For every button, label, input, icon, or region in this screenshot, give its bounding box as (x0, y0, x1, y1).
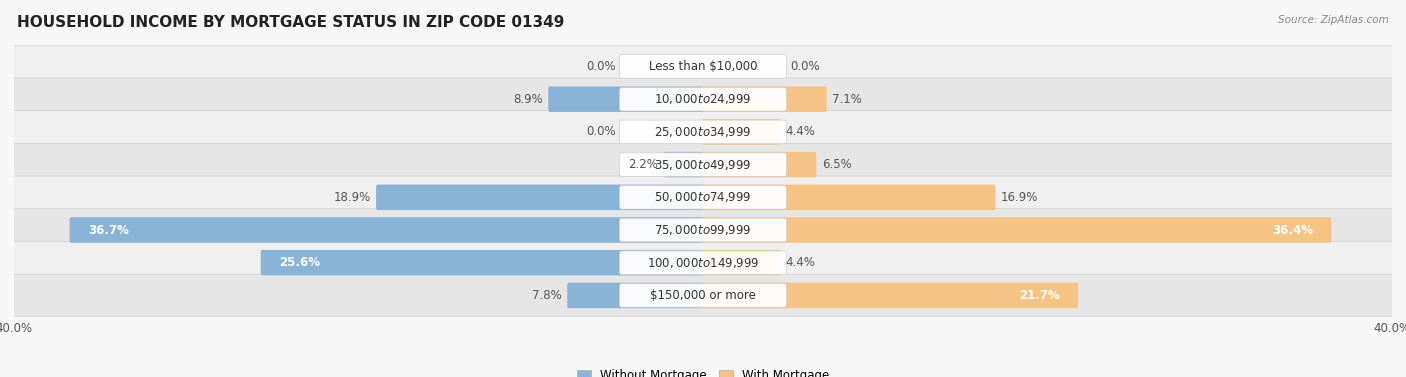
FancyBboxPatch shape (375, 185, 704, 210)
FancyBboxPatch shape (11, 209, 1395, 251)
FancyBboxPatch shape (567, 283, 704, 308)
Text: 2.2%: 2.2% (628, 158, 658, 171)
FancyBboxPatch shape (620, 55, 786, 78)
Legend: Without Mortgage, With Mortgage: Without Mortgage, With Mortgage (572, 364, 834, 377)
Text: 7.1%: 7.1% (832, 93, 862, 106)
FancyBboxPatch shape (702, 217, 1331, 243)
FancyBboxPatch shape (620, 87, 786, 111)
FancyBboxPatch shape (11, 176, 1395, 219)
Text: 0.0%: 0.0% (790, 60, 820, 73)
FancyBboxPatch shape (702, 283, 1078, 308)
FancyBboxPatch shape (11, 78, 1395, 121)
Text: 18.9%: 18.9% (333, 191, 371, 204)
FancyBboxPatch shape (11, 274, 1395, 317)
Text: 25.6%: 25.6% (280, 256, 321, 269)
Text: 0.0%: 0.0% (586, 60, 616, 73)
FancyBboxPatch shape (620, 185, 786, 209)
Text: $100,000 to $149,999: $100,000 to $149,999 (647, 256, 759, 270)
FancyBboxPatch shape (664, 152, 704, 177)
FancyBboxPatch shape (702, 119, 780, 145)
FancyBboxPatch shape (702, 185, 995, 210)
FancyBboxPatch shape (620, 284, 786, 307)
Text: 36.7%: 36.7% (89, 224, 129, 236)
FancyBboxPatch shape (11, 110, 1395, 153)
Text: 16.9%: 16.9% (1001, 191, 1039, 204)
Text: $10,000 to $24,999: $10,000 to $24,999 (654, 92, 752, 106)
FancyBboxPatch shape (260, 250, 704, 276)
Text: 4.4%: 4.4% (786, 126, 815, 138)
FancyBboxPatch shape (702, 86, 827, 112)
FancyBboxPatch shape (620, 218, 786, 242)
FancyBboxPatch shape (620, 120, 786, 144)
Text: 8.9%: 8.9% (513, 93, 543, 106)
Text: 36.4%: 36.4% (1271, 224, 1313, 236)
FancyBboxPatch shape (702, 152, 817, 177)
Text: $50,000 to $74,999: $50,000 to $74,999 (654, 190, 752, 204)
Text: $35,000 to $49,999: $35,000 to $49,999 (654, 158, 752, 172)
FancyBboxPatch shape (11, 143, 1395, 186)
Text: 4.4%: 4.4% (786, 256, 815, 269)
FancyBboxPatch shape (69, 217, 704, 243)
FancyBboxPatch shape (620, 251, 786, 274)
Text: $25,000 to $34,999: $25,000 to $34,999 (654, 125, 752, 139)
FancyBboxPatch shape (702, 250, 780, 276)
Text: HOUSEHOLD INCOME BY MORTGAGE STATUS IN ZIP CODE 01349: HOUSEHOLD INCOME BY MORTGAGE STATUS IN Z… (17, 15, 564, 30)
Text: Source: ZipAtlas.com: Source: ZipAtlas.com (1278, 15, 1389, 25)
Text: 6.5%: 6.5% (823, 158, 852, 171)
FancyBboxPatch shape (11, 45, 1395, 88)
FancyBboxPatch shape (620, 153, 786, 176)
Text: $150,000 or more: $150,000 or more (650, 289, 756, 302)
Text: 0.0%: 0.0% (586, 126, 616, 138)
Text: 21.7%: 21.7% (1019, 289, 1060, 302)
FancyBboxPatch shape (11, 241, 1395, 284)
Text: 7.8%: 7.8% (531, 289, 562, 302)
FancyBboxPatch shape (548, 86, 704, 112)
Text: $75,000 to $99,999: $75,000 to $99,999 (654, 223, 752, 237)
Text: Less than $10,000: Less than $10,000 (648, 60, 758, 73)
